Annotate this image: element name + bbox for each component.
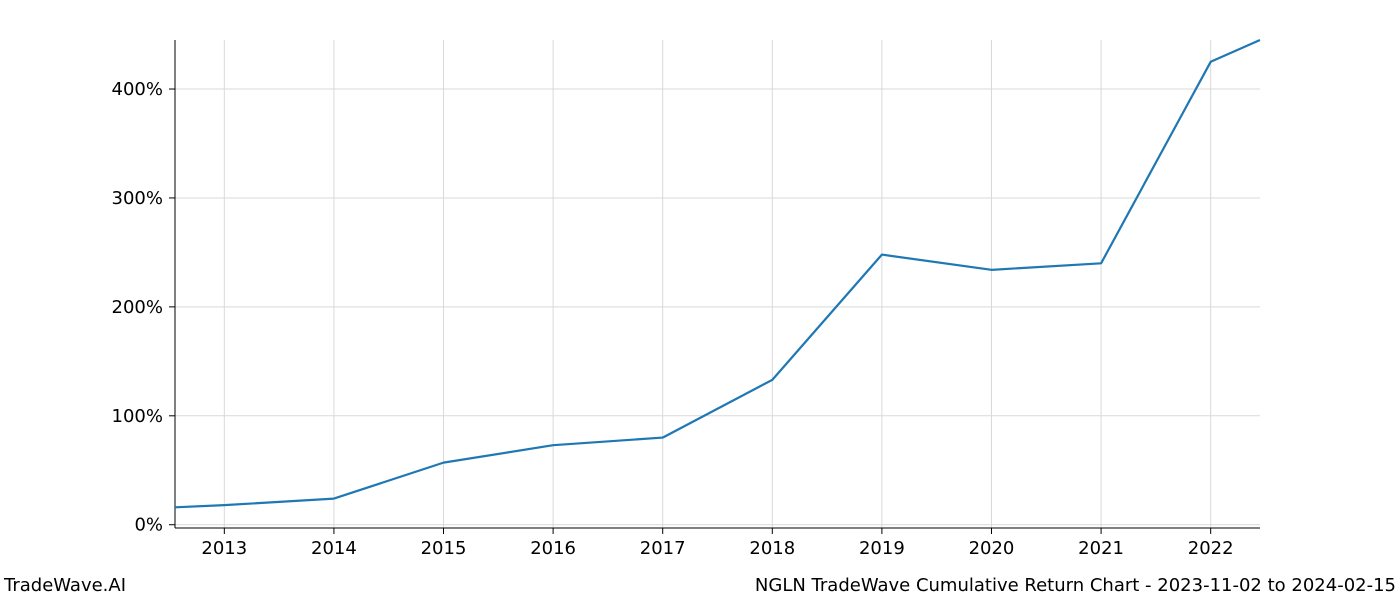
y-tick-label: 300%	[112, 188, 163, 209]
x-tick-label: 2019	[859, 538, 905, 559]
chart-axes	[169, 40, 1260, 534]
y-tick-label: 100%	[112, 406, 163, 427]
footer-caption: NGLN TradeWave Cumulative Return Chart -…	[755, 575, 1396, 596]
x-tick-label: 2018	[749, 538, 795, 559]
x-tick-label: 2020	[969, 538, 1015, 559]
series-cumulative-return	[175, 40, 1260, 507]
chart-container: { "chart": { "type": "line", "width": 14…	[0, 0, 1400, 600]
x-tick-label: 2016	[530, 538, 576, 559]
x-tick-label: 2014	[311, 538, 357, 559]
y-tick-label: 0%	[134, 515, 163, 536]
x-tick-labels: 2013 2014 2015 2016 2017 2018 2019 2020 2021 2022	[201, 538, 1233, 559]
y-tick-label: 400%	[112, 79, 163, 100]
x-tick-label: 2021	[1078, 538, 1124, 559]
x-tick-label: 2022	[1188, 538, 1234, 559]
x-tick-label: 2015	[421, 538, 467, 559]
chart-grid	[175, 40, 1260, 528]
return-chart: 2013 2014 2015 2016 2017 2018 2019 2020 2021 2022…	[0, 0, 1400, 600]
chart-line	[175, 40, 1260, 507]
y-tick-label: 200%	[112, 297, 163, 318]
x-tick-label: 2013	[201, 538, 247, 559]
x-tick-label: 2017	[640, 538, 686, 559]
footer-brand: TradeWave.AI	[4, 575, 126, 596]
y-tick-labels: 0% 100% 200% 300% 400%	[112, 79, 163, 536]
